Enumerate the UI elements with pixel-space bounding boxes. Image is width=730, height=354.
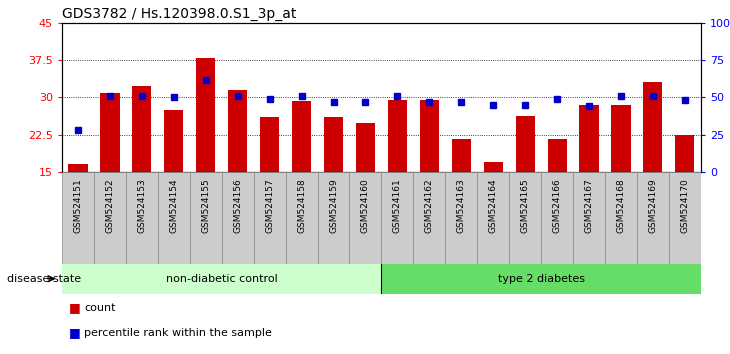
Bar: [292, 101, 311, 172]
Bar: [69, 164, 88, 172]
Text: GSM524155: GSM524155: [201, 178, 210, 233]
Text: GSM524163: GSM524163: [457, 178, 466, 233]
Bar: [548, 139, 566, 172]
FancyBboxPatch shape: [190, 172, 222, 264]
Bar: [643, 82, 663, 172]
Text: GSM524154: GSM524154: [169, 178, 178, 233]
FancyBboxPatch shape: [573, 172, 605, 264]
FancyBboxPatch shape: [62, 264, 381, 294]
Bar: [196, 58, 215, 172]
Text: GSM524162: GSM524162: [425, 178, 434, 233]
Text: ■: ■: [69, 326, 81, 339]
Bar: [324, 117, 343, 172]
FancyBboxPatch shape: [94, 172, 126, 264]
Bar: [515, 116, 534, 172]
Text: GSM524153: GSM524153: [137, 178, 147, 233]
FancyBboxPatch shape: [381, 172, 413, 264]
Text: GSM524151: GSM524151: [74, 178, 82, 233]
Text: percentile rank within the sample: percentile rank within the sample: [84, 328, 272, 338]
Text: ■: ■: [69, 302, 81, 314]
Text: GSM524166: GSM524166: [553, 178, 561, 233]
Text: GSM524164: GSM524164: [488, 178, 498, 233]
Text: GSM524157: GSM524157: [265, 178, 274, 233]
FancyBboxPatch shape: [541, 172, 573, 264]
Bar: [164, 110, 183, 172]
Text: GSM524167: GSM524167: [585, 178, 593, 233]
Bar: [675, 135, 694, 172]
Bar: [101, 93, 120, 172]
FancyBboxPatch shape: [285, 172, 318, 264]
FancyBboxPatch shape: [413, 172, 445, 264]
FancyBboxPatch shape: [477, 172, 510, 264]
Bar: [420, 100, 439, 172]
Text: GSM524168: GSM524168: [616, 178, 626, 233]
Bar: [483, 162, 503, 172]
Text: GSM524165: GSM524165: [520, 178, 530, 233]
Bar: [388, 100, 407, 172]
FancyBboxPatch shape: [126, 172, 158, 264]
Bar: [612, 105, 631, 172]
FancyBboxPatch shape: [222, 172, 254, 264]
FancyBboxPatch shape: [510, 172, 541, 264]
FancyBboxPatch shape: [605, 172, 637, 264]
FancyBboxPatch shape: [637, 172, 669, 264]
FancyBboxPatch shape: [669, 172, 701, 264]
Text: GSM524158: GSM524158: [297, 178, 306, 233]
Bar: [356, 123, 375, 172]
Bar: [132, 86, 152, 172]
Bar: [228, 90, 247, 172]
Text: GSM524161: GSM524161: [393, 178, 402, 233]
Bar: [452, 139, 471, 172]
Text: GSM524160: GSM524160: [361, 178, 370, 233]
Text: GSM524156: GSM524156: [233, 178, 242, 233]
FancyBboxPatch shape: [62, 172, 94, 264]
FancyBboxPatch shape: [318, 172, 350, 264]
FancyBboxPatch shape: [158, 172, 190, 264]
Text: disease state: disease state: [7, 274, 82, 284]
Text: GSM524152: GSM524152: [105, 178, 115, 233]
FancyBboxPatch shape: [62, 264, 701, 294]
Text: GSM524159: GSM524159: [329, 178, 338, 233]
Text: non-diabetic control: non-diabetic control: [166, 274, 277, 284]
Bar: [580, 105, 599, 172]
Text: type 2 diabetes: type 2 diabetes: [498, 274, 585, 284]
FancyBboxPatch shape: [254, 172, 285, 264]
Text: count: count: [84, 303, 115, 313]
FancyBboxPatch shape: [350, 172, 381, 264]
Bar: [260, 117, 279, 172]
Text: GSM524170: GSM524170: [680, 178, 689, 233]
FancyBboxPatch shape: [445, 172, 477, 264]
Text: GDS3782 / Hs.120398.0.S1_3p_at: GDS3782 / Hs.120398.0.S1_3p_at: [62, 7, 296, 21]
FancyBboxPatch shape: [381, 264, 701, 294]
Text: GSM524169: GSM524169: [648, 178, 658, 233]
